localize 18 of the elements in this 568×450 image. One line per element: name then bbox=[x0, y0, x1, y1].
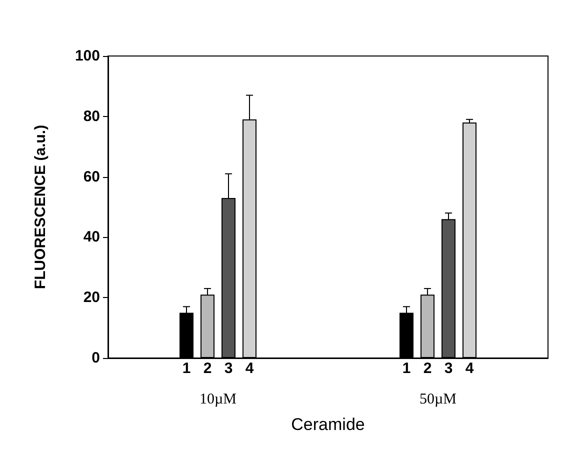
text: 3 bbox=[444, 360, 453, 377]
y-axis-title: FLUORESCENCE (a.u.) bbox=[32, 124, 49, 290]
text: 4 bbox=[465, 360, 474, 377]
series-label: 2 bbox=[203, 360, 212, 377]
series-label: 1 bbox=[182, 360, 191, 377]
y-tick-label: 80 bbox=[83, 108, 100, 125]
y-tick-label: 100 bbox=[74, 48, 100, 64]
text: 1 bbox=[402, 360, 411, 377]
x-axis-title: Ceramide bbox=[291, 415, 365, 434]
x-tick-label: 10µM bbox=[200, 392, 236, 408]
y-tick-label: 60 bbox=[83, 168, 100, 186]
y-tick-label: 20 bbox=[83, 289, 100, 306]
series-label: 3 bbox=[224, 360, 233, 377]
y-tick-label: 0 bbox=[92, 350, 100, 366]
y-tick-label: 40 bbox=[83, 228, 100, 246]
text: 2 bbox=[423, 360, 432, 377]
series-label: 4 bbox=[245, 360, 254, 377]
x-tick-label: 50µM bbox=[420, 392, 456, 408]
